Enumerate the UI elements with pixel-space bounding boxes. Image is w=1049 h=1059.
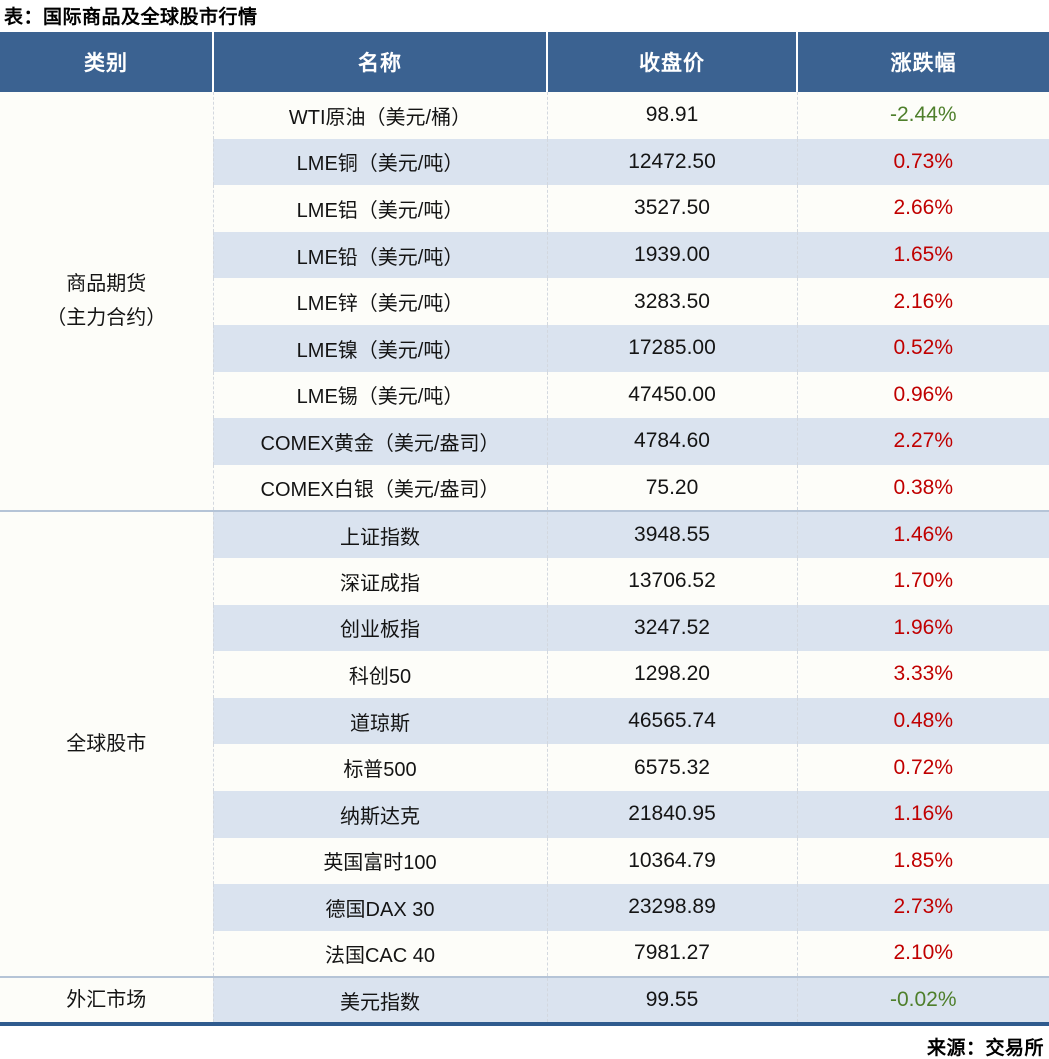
change-percent: 2.27% [796,418,1049,465]
close-price: 3948.55 [546,510,797,558]
instrument-name: WTI原油（美元/桶） [212,92,547,139]
instrument-name: LME锡（美元/吨） [212,371,547,419]
header-row: 类别 名称 收盘价 涨跌幅 [0,32,1049,92]
table-row: 英国富时100 10364.79 1.85% [0,837,1049,885]
close-price: 23298.89 [546,884,797,931]
change-percent: 2.16% [796,278,1049,325]
close-price: 3283.50 [546,278,797,325]
table-row: 德国DAX 30 23298.89 2.73% [0,884,1049,931]
header-category: 类别 [0,32,213,92]
change-percent: 2.73% [796,884,1049,931]
instrument-name: COMEX黄金（美元/盎司） [212,418,547,465]
table-row: LME锌（美元/吨） 3283.50 2.16% [0,278,1049,325]
close-price: 17285.00 [546,324,797,372]
instrument-name: 纳斯达克 [212,790,547,838]
instrument-name: 深证成指 [212,557,547,605]
instrument-name: 美元指数 [212,976,547,1024]
table-header: 类别 名称 收盘价 涨跌幅 [0,32,1049,92]
instrument-name: 科创50 [212,651,547,698]
header-close: 收盘价 [546,32,797,92]
table-row: LME铅（美元/吨） 1939.00 1.65% [0,231,1049,279]
category-label-line: 外汇市场 [66,989,147,1012]
change-percent: 1.16% [796,790,1049,838]
instrument-name: 上证指数 [212,510,547,558]
close-price: 1939.00 [546,231,797,279]
close-price: 3247.52 [546,604,797,652]
table-row: LME锡（美元/吨） 47450.00 0.96% [0,371,1049,419]
instrument-name: LME镍（美元/吨） [212,324,547,372]
close-price: 1298.20 [546,651,797,698]
table-body: 商品期货 （主力合约） WTI原油（美元/桶） 98.91 -2.44% LME铜（美元/… [0,92,1049,1024]
instrument-name: LME铝（美元/吨） [212,185,547,232]
instrument-name: 法国CAC 40 [212,930,547,978]
close-price: 6575.32 [546,744,797,791]
close-price: 4784.60 [546,418,797,465]
instrument-name: 英国富时100 [212,837,547,885]
close-price: 12472.50 [546,138,797,186]
category-label-line: 商品期货 [66,273,147,296]
header-change: 涨跌幅 [796,32,1049,92]
close-price: 10364.79 [546,837,797,885]
category-label-line: （主力合约） [46,307,167,330]
category-cell: 外汇市场 [0,976,213,1024]
close-price: 46565.74 [546,697,797,745]
change-percent: 2.66% [796,185,1049,232]
change-percent: 1.65% [796,231,1049,279]
instrument-name: 创业板指 [212,604,547,652]
table-row: 纳斯达克 21840.95 1.16% [0,790,1049,838]
table-row: 商品期货 （主力合约） WTI原油（美元/桶） 98.91 -2.44% [0,92,1049,512]
close-price: 47450.00 [546,371,797,419]
change-percent: 0.72% [796,744,1049,791]
table-row: COMEX黄金（美元/盎司） 4784.60 2.27% [0,418,1049,465]
close-price: 98.91 [546,92,797,139]
table-row: LME镍（美元/吨） 17285.00 0.52% [0,324,1049,372]
close-price: 7981.27 [546,930,797,978]
change-percent: -0.02% [796,976,1049,1024]
change-percent: 3.33% [796,651,1049,698]
table-row: 科创50 1298.20 3.33% [0,651,1049,698]
table-row: 全球股市 上证指数 3948.55 1.46% [0,510,1049,978]
change-percent: 0.73% [796,138,1049,186]
header-name: 名称 [212,32,547,92]
change-percent: 1.85% [796,837,1049,885]
close-price: 13706.52 [546,557,797,605]
table-row: 法国CAC 40 7981.27 2.10% [0,930,1049,978]
category-label-line: 全球股市 [66,733,147,756]
table-row: 深证成指 13706.52 1.70% [0,557,1049,605]
table-row: COMEX白银（美元/盎司） 75.20 0.38% [0,464,1049,512]
category-cell: 商品期货 （主力合约） [0,92,213,512]
change-percent: 1.70% [796,557,1049,605]
instrument-name: 道琼斯 [212,697,547,745]
instrument-name: LME铅（美元/吨） [212,231,547,279]
table-source: 来源：交易所 [926,1037,1044,1059]
instrument-name: COMEX白银（美元/盎司） [212,464,547,512]
market-table: 类别 名称 收盘价 涨跌幅 商品期货 （主力合约） WTI原油（美元/桶） 98.91… [0,32,1049,1026]
table-row: 标普500 6575.32 0.72% [0,744,1049,791]
table-row: 道琼斯 46565.74 0.48% [0,697,1049,745]
instrument-name: 标普500 [212,744,547,791]
close-price: 99.55 [546,976,797,1024]
change-percent: 1.96% [796,604,1049,652]
table-row: LME铝（美元/吨） 3527.50 2.66% [0,185,1049,232]
category-cell: 全球股市 [0,510,213,978]
table-row: 外汇市场 美元指数 99.55 -0.02% [0,976,1049,1024]
table-row: 创业板指 3247.52 1.96% [0,604,1049,652]
instrument-name: LME铜（美元/吨） [212,138,547,186]
instrument-name: 德国DAX 30 [212,884,547,931]
change-percent: -2.44% [796,92,1049,139]
change-percent: 0.38% [796,464,1049,512]
table-title: 表：国际商品及全球股市行情 [4,7,258,28]
close-price: 21840.95 [546,790,797,838]
close-price: 3527.50 [546,185,797,232]
change-percent: 0.52% [796,324,1049,372]
change-percent: 2.10% [796,930,1049,978]
close-price: 75.20 [546,464,797,512]
table-row: LME铜（美元/吨） 12472.50 0.73% [0,138,1049,186]
instrument-name: LME锌（美元/吨） [212,278,547,325]
change-percent: 0.48% [796,697,1049,745]
change-percent: 1.46% [796,510,1049,558]
change-percent: 0.96% [796,371,1049,419]
